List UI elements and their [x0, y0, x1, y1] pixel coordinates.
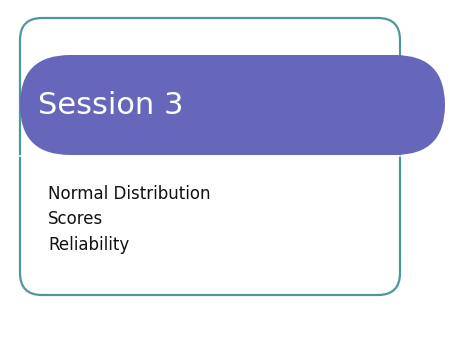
Text: Normal Distribution: Normal Distribution: [48, 185, 211, 203]
Text: Scores: Scores: [48, 210, 103, 228]
Text: Session 3: Session 3: [38, 91, 184, 120]
Text: Reliability: Reliability: [48, 236, 129, 254]
FancyBboxPatch shape: [20, 55, 445, 155]
FancyBboxPatch shape: [20, 18, 400, 295]
